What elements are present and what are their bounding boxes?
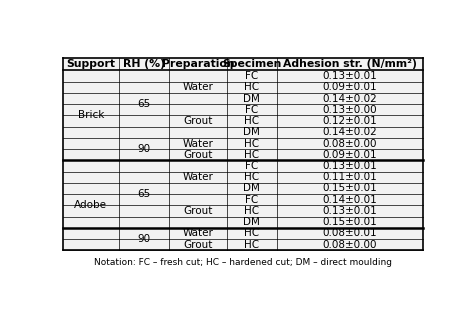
- Text: Water: Water: [182, 82, 213, 92]
- Text: 0.13±0.01: 0.13±0.01: [323, 206, 377, 216]
- Text: 0.09±0.01: 0.09±0.01: [323, 150, 377, 160]
- Text: FC: FC: [246, 161, 258, 171]
- Text: RH (%): RH (%): [123, 59, 165, 69]
- Text: Preparation: Preparation: [162, 59, 234, 69]
- Text: Grout: Grout: [183, 206, 213, 216]
- Text: 0.09±0.01: 0.09±0.01: [323, 82, 377, 92]
- Text: DM: DM: [244, 183, 260, 194]
- Text: Adobe: Adobe: [74, 200, 107, 210]
- Text: HC: HC: [245, 139, 259, 148]
- Text: 0.08±0.00: 0.08±0.00: [323, 240, 377, 250]
- Text: 90: 90: [137, 144, 150, 154]
- Text: 0.11±0.01: 0.11±0.01: [323, 172, 377, 182]
- Text: 0.15±0.01: 0.15±0.01: [323, 217, 377, 227]
- Text: 0.08±0.01: 0.08±0.01: [323, 228, 377, 238]
- Text: HC: HC: [245, 206, 259, 216]
- Text: 0.15±0.01: 0.15±0.01: [323, 183, 377, 194]
- Text: DM: DM: [244, 127, 260, 137]
- Text: 0.14±0.02: 0.14±0.02: [323, 127, 377, 137]
- Text: 0.14±0.02: 0.14±0.02: [323, 93, 377, 104]
- Text: 0.13±0.01: 0.13±0.01: [323, 71, 377, 81]
- Text: HC: HC: [245, 82, 259, 92]
- Text: FC: FC: [246, 71, 258, 81]
- Text: 0.12±0.01: 0.12±0.01: [323, 116, 377, 126]
- Text: 0.13±0.01: 0.13±0.01: [323, 161, 377, 171]
- Text: HC: HC: [245, 228, 259, 238]
- Text: 65: 65: [137, 99, 151, 109]
- Text: DM: DM: [244, 93, 260, 104]
- Text: 0.08±0.00: 0.08±0.00: [323, 139, 377, 148]
- Text: Support: Support: [66, 59, 115, 69]
- Text: Brick: Brick: [78, 110, 104, 120]
- Text: Grout: Grout: [183, 116, 213, 126]
- Text: FC: FC: [246, 105, 258, 115]
- Text: DM: DM: [244, 217, 260, 227]
- Text: Water: Water: [182, 228, 213, 238]
- Text: HC: HC: [245, 240, 259, 250]
- Text: 0.14±0.01: 0.14±0.01: [323, 195, 377, 205]
- Text: Grout: Grout: [183, 150, 213, 160]
- Text: HC: HC: [245, 116, 259, 126]
- Text: Grout: Grout: [183, 240, 213, 250]
- Text: Water: Water: [182, 139, 213, 148]
- Text: Adhesion str. (N/mm²): Adhesion str. (N/mm²): [283, 59, 417, 69]
- Text: 0.13±0.00: 0.13±0.00: [323, 105, 377, 115]
- Bar: [63, 58, 423, 250]
- Text: 90: 90: [137, 234, 150, 244]
- Text: Notation: FC – fresh cut; HC – hardened cut; DM – direct moulding: Notation: FC – fresh cut; HC – hardened …: [94, 258, 392, 267]
- Text: HC: HC: [245, 172, 259, 182]
- Text: HC: HC: [245, 150, 259, 160]
- Text: 65: 65: [137, 189, 151, 199]
- Text: FC: FC: [246, 195, 258, 205]
- Text: Water: Water: [182, 172, 213, 182]
- Text: Specimen: Specimen: [222, 59, 282, 69]
